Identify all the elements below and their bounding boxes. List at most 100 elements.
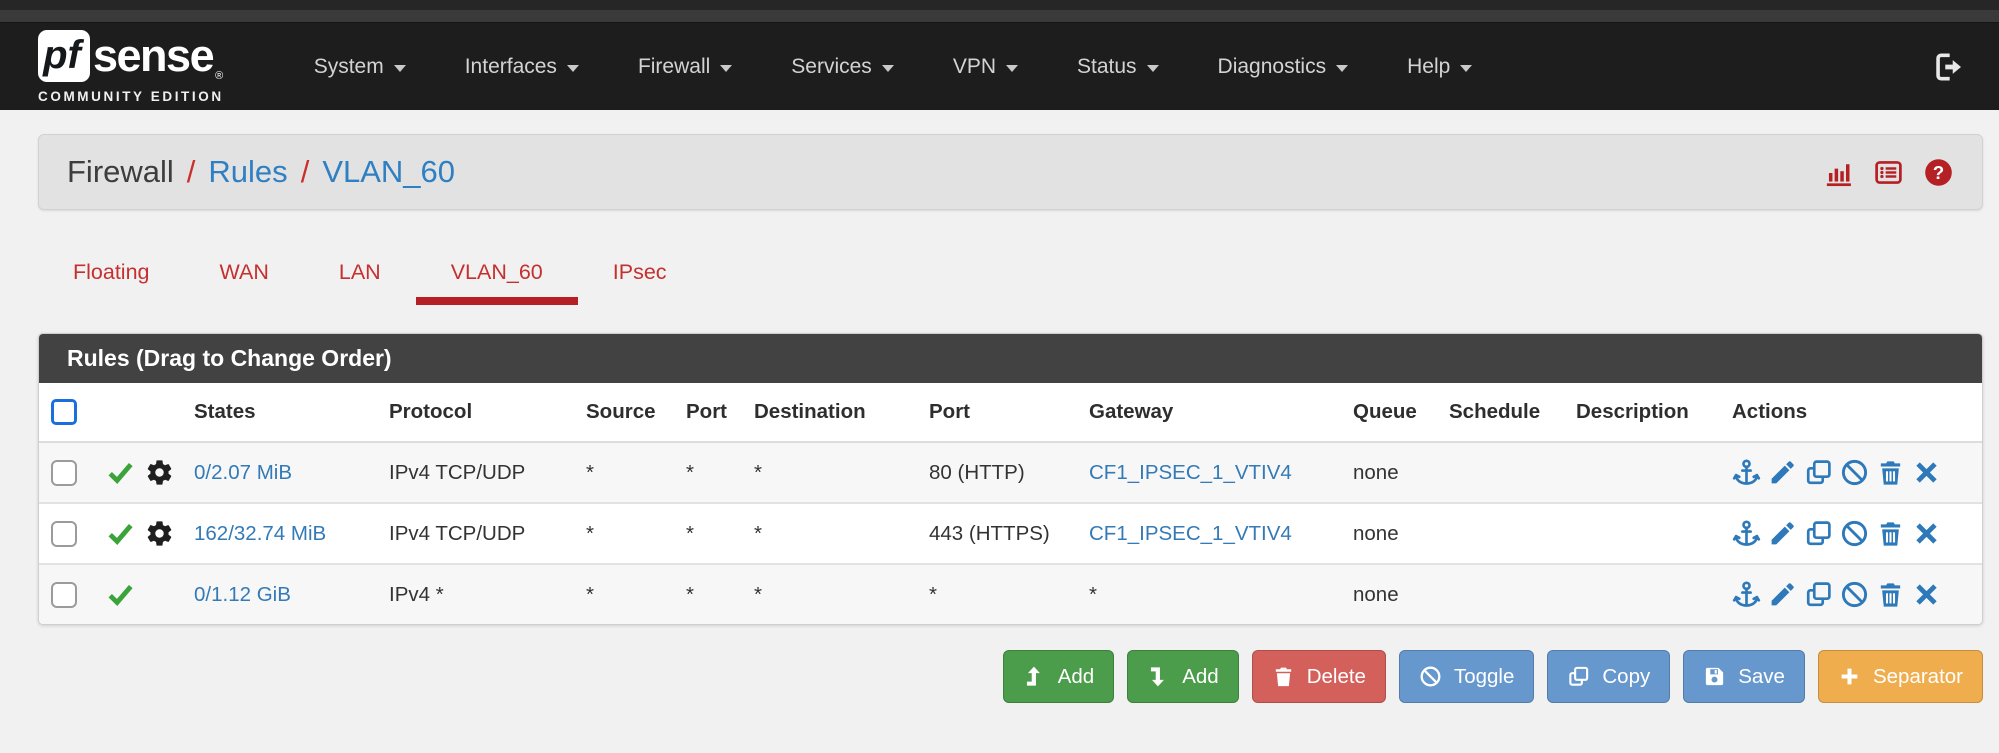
breadcrumb-actions xyxy=(1823,157,1954,188)
states-link[interactable]: 0/1.12 GiB xyxy=(194,582,291,606)
level-up-icon xyxy=(1026,666,1040,686)
breadcrumb-separator: / xyxy=(186,154,196,189)
anchor-icon[interactable] xyxy=(1732,580,1761,609)
panel-title: Rules (Drag to Change Order) xyxy=(39,334,1982,383)
tab-vlan-60[interactable]: VLAN_60 xyxy=(415,246,578,305)
dest-port-cell: 80 (HTTP) xyxy=(929,460,1025,484)
destination-cell: * xyxy=(754,582,762,606)
gateway-link[interactable]: CF1_IPSEC_1_VTIV4 xyxy=(1089,521,1292,545)
menu-help[interactable]: Help xyxy=(1407,55,1473,79)
add-rule-top-button[interactable]: Add xyxy=(1002,650,1115,703)
col-source: Source xyxy=(586,400,656,423)
rule-enabled-check-icon xyxy=(106,580,135,609)
states-link[interactable]: 0/2.07 MiB xyxy=(194,460,292,484)
anchor-icon[interactable] xyxy=(1732,519,1761,548)
anchor-icon[interactable] xyxy=(1732,458,1761,487)
pencil-icon[interactable] xyxy=(1768,458,1797,487)
breadcrumb-section: Firewall xyxy=(67,154,174,189)
pfsense-logo[interactable]: pf sense ® COMMUNITY EDITION xyxy=(38,29,224,104)
col-source-port: Port xyxy=(686,400,727,423)
col-gateway: Gateway xyxy=(1089,400,1174,423)
row-select-checkbox[interactable] xyxy=(51,459,77,486)
ban-icon xyxy=(1420,666,1441,687)
description-cell xyxy=(1564,503,1720,564)
separator-button[interactable]: Separator xyxy=(1817,650,1983,703)
col-description: Description xyxy=(1576,400,1689,423)
chevron-down-icon xyxy=(1006,64,1018,72)
advanced-settings-gear-icon[interactable] xyxy=(145,519,174,548)
trash-icon xyxy=(1274,666,1292,687)
description-cell xyxy=(1564,564,1720,624)
delete-button[interactable]: Delete xyxy=(1251,650,1386,703)
tab-wan[interactable]: WAN xyxy=(219,260,269,284)
rule-row[interactable]: 0/1.12 GiB IPv4 * * * * * * none xyxy=(39,564,1982,624)
source-cell: * xyxy=(586,582,594,606)
tab-floating[interactable]: Floating xyxy=(73,260,150,284)
rule-enabled-check-icon xyxy=(106,519,135,548)
rule-row[interactable]: 0/2.07 MiB IPv4 TCP/UDP * * * 80 (HTTP) … xyxy=(39,442,1982,503)
tab-ipsec[interactable]: IPsec xyxy=(612,260,667,284)
add-rule-bottom-button[interactable]: Add xyxy=(1127,650,1239,703)
ban-icon[interactable] xyxy=(1840,458,1869,487)
close-icon[interactable] xyxy=(1912,458,1941,487)
row-select-checkbox[interactable] xyxy=(51,581,77,608)
row-select-checkbox[interactable] xyxy=(51,520,77,547)
copy-icon[interactable] xyxy=(1804,580,1833,609)
page-content: Firewall / Rules / VLAN_60 Floating WAN … xyxy=(0,110,1999,703)
protocol-cell: IPv4 TCP/UDP xyxy=(389,521,526,545)
states-link[interactable]: 162/32.74 MiB xyxy=(194,521,327,545)
close-icon[interactable] xyxy=(1912,519,1941,548)
save-button[interactable]: Save xyxy=(1683,650,1805,703)
source-port-cell: * xyxy=(686,582,694,606)
list-alt-icon[interactable] xyxy=(1873,157,1904,188)
breadcrumb-bar: Firewall / Rules / VLAN_60 xyxy=(38,134,1983,210)
menu-status[interactable]: Status xyxy=(1077,55,1159,79)
source-cell: * xyxy=(586,521,594,545)
trash-icon[interactable] xyxy=(1876,580,1905,609)
select-all-checkbox[interactable] xyxy=(51,399,77,425)
schedule-cell xyxy=(1437,564,1564,624)
advanced-settings-gear-icon[interactable] xyxy=(145,458,174,487)
rule-enabled-check-icon xyxy=(106,458,135,487)
menu-services[interactable]: Services xyxy=(791,55,894,79)
copy-icon[interactable] xyxy=(1804,519,1833,548)
trash-icon[interactable] xyxy=(1876,519,1905,548)
brand-subtitle: COMMUNITY EDITION xyxy=(38,88,224,104)
pencil-icon[interactable] xyxy=(1768,519,1797,548)
queue-cell: none xyxy=(1353,582,1399,606)
question-circle-icon[interactable] xyxy=(1923,157,1954,188)
trash-icon[interactable] xyxy=(1876,458,1905,487)
bar-chart-icon[interactable] xyxy=(1823,157,1854,188)
breadcrumb-link-interface[interactable]: VLAN_60 xyxy=(322,154,456,189)
menu-firewall[interactable]: Firewall xyxy=(638,55,733,79)
copy-icon[interactable] xyxy=(1804,458,1833,487)
toggle-button[interactable]: Toggle xyxy=(1398,650,1535,703)
copy-icon xyxy=(1569,666,1589,686)
sign-out-icon[interactable] xyxy=(1933,51,1965,83)
breadcrumb-link-rules[interactable]: Rules xyxy=(208,154,288,189)
col-actions: Actions xyxy=(1732,400,1808,423)
pencil-icon[interactable] xyxy=(1768,580,1797,609)
dest-port-cell: 443 (HTTPS) xyxy=(929,521,1050,545)
menu-vpn[interactable]: VPN xyxy=(953,55,1018,79)
tab-lan[interactable]: LAN xyxy=(338,260,381,284)
ban-icon[interactable] xyxy=(1840,580,1869,609)
col-queue: Queue xyxy=(1353,400,1417,423)
rule-action-buttons: Add Add Delete Toggle Copy Save Separato… xyxy=(38,650,1983,703)
pf-logo-tile: pf xyxy=(38,29,90,82)
rule-row[interactable]: 162/32.74 MiB IPv4 TCP/UDP * * * 443 (HT… xyxy=(39,503,1982,564)
close-icon[interactable] xyxy=(1912,580,1941,609)
copy-button[interactable]: Copy xyxy=(1547,650,1671,703)
breadcrumb: Firewall / Rules / VLAN_60 xyxy=(67,154,455,190)
chevron-down-icon xyxy=(881,64,894,72)
menu-diagnostics[interactable]: Diagnostics xyxy=(1218,55,1349,79)
menu-interfaces[interactable]: Interfaces xyxy=(465,55,579,79)
ban-icon[interactable] xyxy=(1840,519,1869,548)
protocol-cell: IPv4 * xyxy=(389,582,444,606)
description-cell xyxy=(1564,442,1720,503)
breadcrumb-separator: / xyxy=(300,154,310,189)
protocol-cell: IPv4 TCP/UDP xyxy=(389,460,526,484)
destination-cell: * xyxy=(754,460,762,484)
menu-system[interactable]: System xyxy=(314,55,406,79)
gateway-link[interactable]: CF1_IPSEC_1_VTIV4 xyxy=(1089,460,1292,484)
